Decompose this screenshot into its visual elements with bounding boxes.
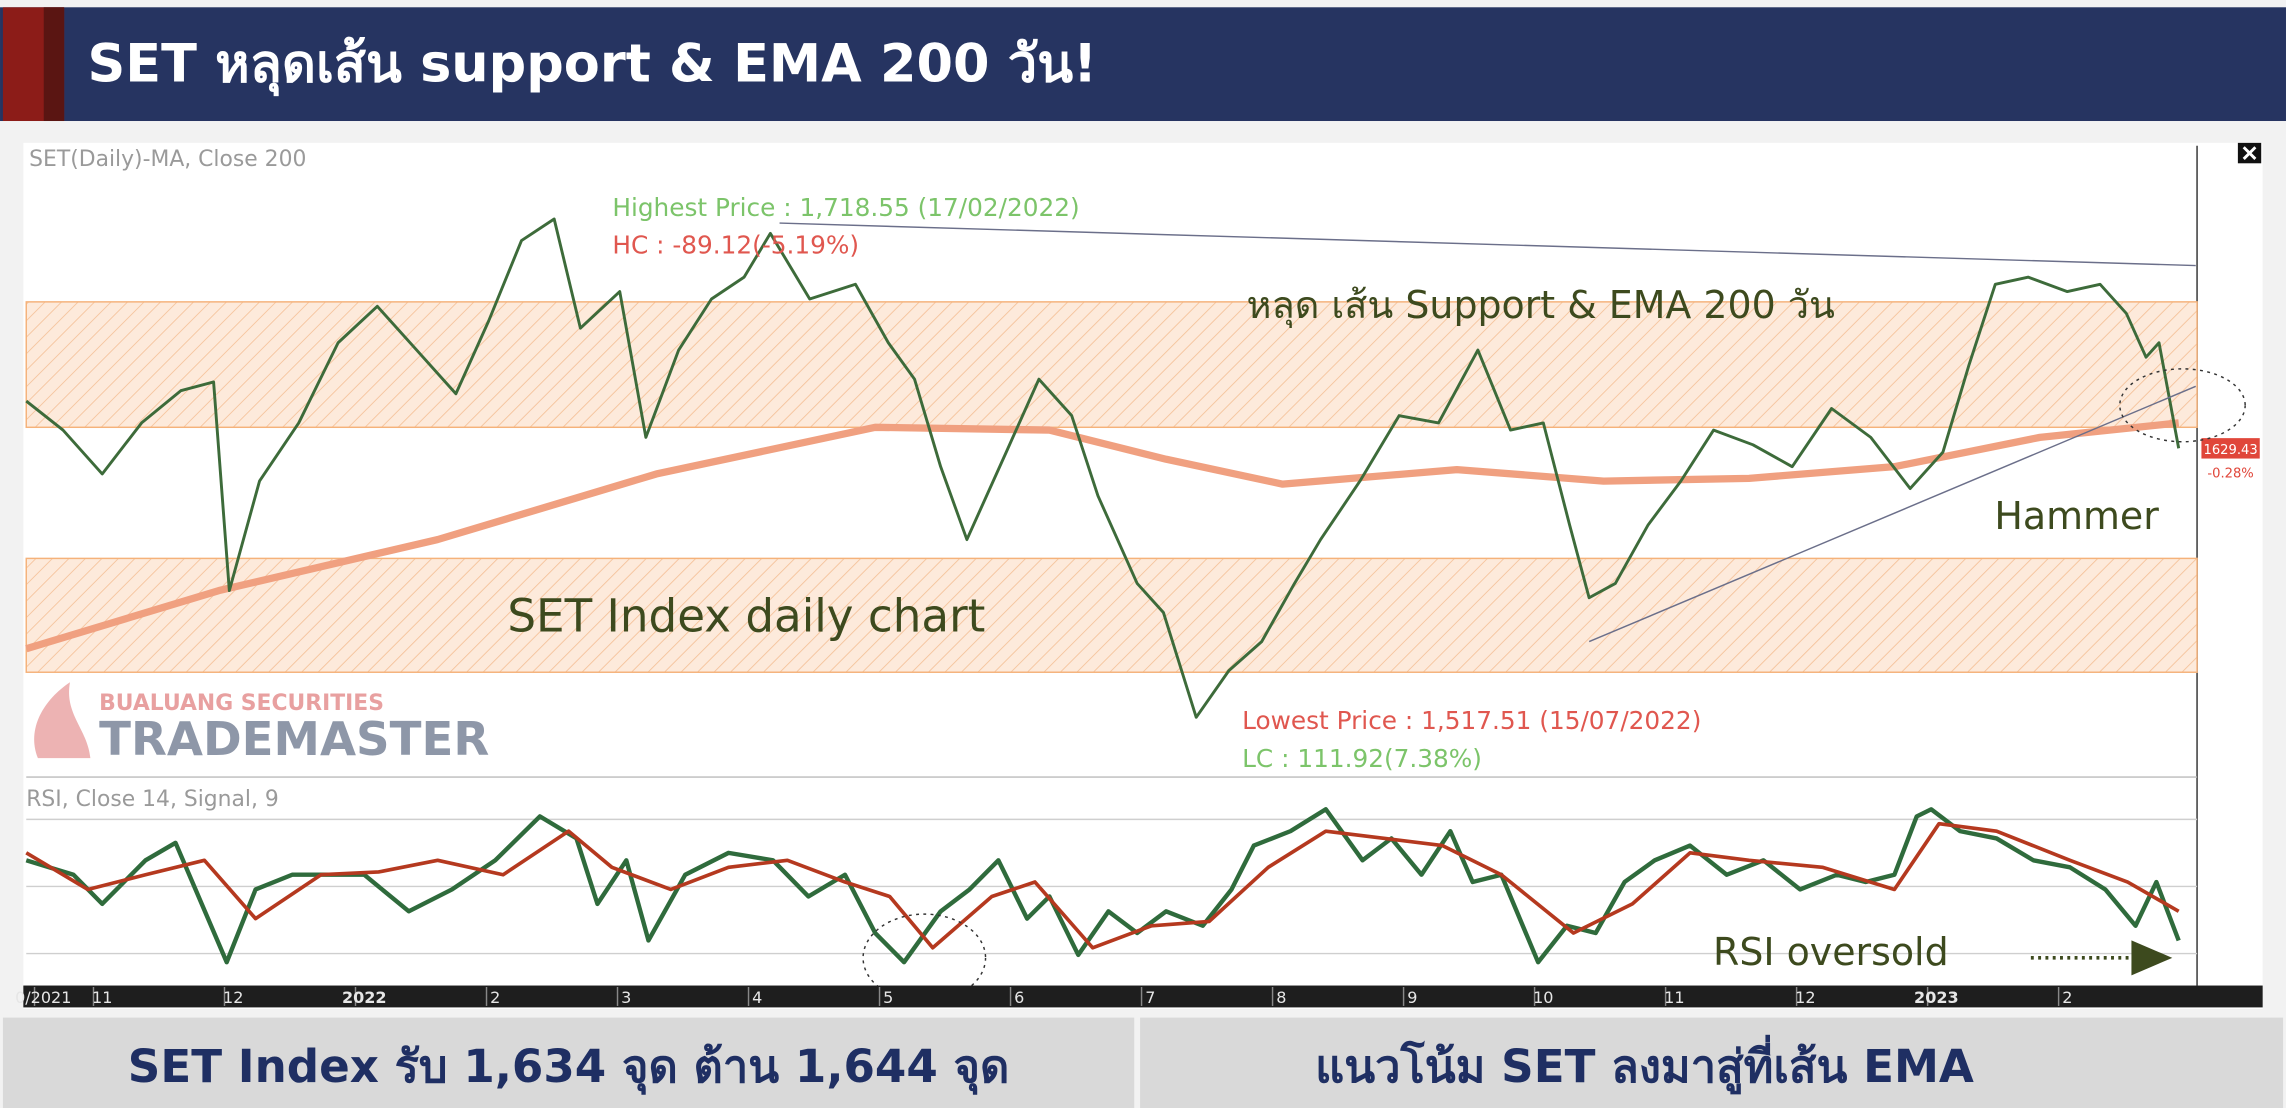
- x-tick-label: 2: [2062, 988, 2072, 1007]
- x-tick-label: 12: [223, 988, 243, 1007]
- close-icon: [2242, 146, 2257, 160]
- annotation: HC : -89.12(-5.19%): [612, 231, 859, 260]
- x-tick-label: 5: [883, 988, 893, 1007]
- series-line: [25, 821, 2180, 950]
- header-bar: [0, 7, 2286, 122]
- x-tick-label: 0/2021: [15, 988, 71, 1007]
- x-tick-label: 2023: [1914, 988, 1959, 1007]
- x-tick-label: 4: [752, 988, 762, 1007]
- x-tick-label: 11: [92, 988, 112, 1007]
- trend-line: [1588, 385, 2197, 643]
- watermark: BUALUANG SECURITIES: [99, 691, 384, 716]
- x-tick-label: 2: [490, 988, 500, 1007]
- x-tick-label: 8: [1276, 988, 1286, 1007]
- annotation: Highest Price : 1,718.55 (17/02/2022): [612, 193, 1079, 222]
- plot-area: 1629.43 -0.28%: [25, 217, 2260, 965]
- x-tick-label: 11: [1664, 988, 1684, 1007]
- annotation: LC : 111.92(7.38%): [1242, 744, 1482, 773]
- x-tick-label: 3: [621, 988, 631, 1007]
- zone-band: [25, 301, 2198, 429]
- annotation: Lowest Price : 1,517.51 (15/07/2022): [1242, 706, 1701, 735]
- highlight-circle: [2119, 368, 2246, 443]
- x-tick-label: 6: [1014, 988, 1024, 1007]
- last-change-label: -0.28%: [2207, 467, 2253, 482]
- trend-line: [779, 222, 2196, 267]
- footer-box: [1140, 1017, 2284, 1108]
- header-title: SET หลุดเส้น support & EMA 200 วัน!: [87, 34, 1097, 97]
- x-tick-label: 10: [1533, 988, 1553, 1007]
- arrow-head: [2131, 940, 2173, 976]
- footer-text: SET Index รับ 1,634 จุด ต้าน 1,644 จุด: [128, 1040, 1010, 1095]
- rsi-pane-title: RSI, Close 14, Signal, 9: [26, 787, 279, 812]
- logo-icon: [34, 682, 91, 759]
- x-tick-label: 7: [1145, 988, 1155, 1007]
- header-accent-dark: [43, 7, 65, 122]
- annotation: หลุด เส้น Support & EMA 200 วัน: [1247, 283, 1835, 328]
- price-pane-title: SET(Daily)-MA, Close 200: [29, 147, 306, 172]
- series-line: [25, 419, 2180, 653]
- series-line: [25, 217, 2181, 719]
- last-price-tag: [2201, 438, 2260, 459]
- zone-band: [25, 557, 2198, 673]
- annotation: RSI oversold: [1713, 930, 1949, 974]
- x-axis: 0/2021 11 12 2022 2 3 4 5 6 7 8 9 10 11 12 2023 2: [15, 986, 2072, 1007]
- last-price-label: 1629.43: [2203, 443, 2257, 458]
- x-axis-bar: [23, 985, 2263, 1008]
- footer-text: แนวโน้ม SET ลงมาสู่ที่เส้น EMA: [1315, 1035, 1974, 1095]
- x-tick-label: 2022: [342, 988, 387, 1007]
- x-tick-label: 12: [1795, 988, 1815, 1007]
- watermark: TRADEMASTER: [99, 713, 489, 767]
- annotation: Hammer: [1994, 494, 2159, 538]
- footer-box: [2, 1017, 1135, 1108]
- x-tick-label: 9: [1407, 988, 1417, 1007]
- annotation: SET Index daily chart: [507, 589, 985, 642]
